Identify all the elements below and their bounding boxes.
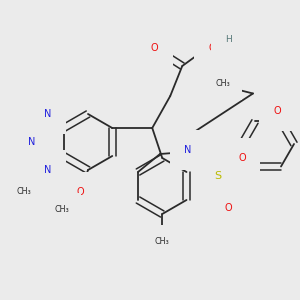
Text: O: O bbox=[224, 203, 232, 213]
Text: CH₃: CH₃ bbox=[216, 79, 230, 88]
Text: O: O bbox=[273, 106, 281, 116]
Text: O: O bbox=[76, 187, 84, 197]
Text: N: N bbox=[44, 109, 51, 119]
Text: O: O bbox=[150, 43, 158, 53]
Text: N: N bbox=[184, 145, 192, 155]
Text: H: H bbox=[225, 35, 232, 44]
Text: CH₃: CH₃ bbox=[16, 188, 31, 196]
Text: CH₃: CH₃ bbox=[155, 238, 170, 247]
Text: CH₃: CH₃ bbox=[55, 206, 69, 214]
Text: O: O bbox=[208, 43, 216, 53]
Text: S: S bbox=[214, 171, 222, 181]
Text: N: N bbox=[28, 137, 35, 147]
Text: O: O bbox=[238, 153, 246, 163]
Text: N: N bbox=[44, 165, 51, 175]
